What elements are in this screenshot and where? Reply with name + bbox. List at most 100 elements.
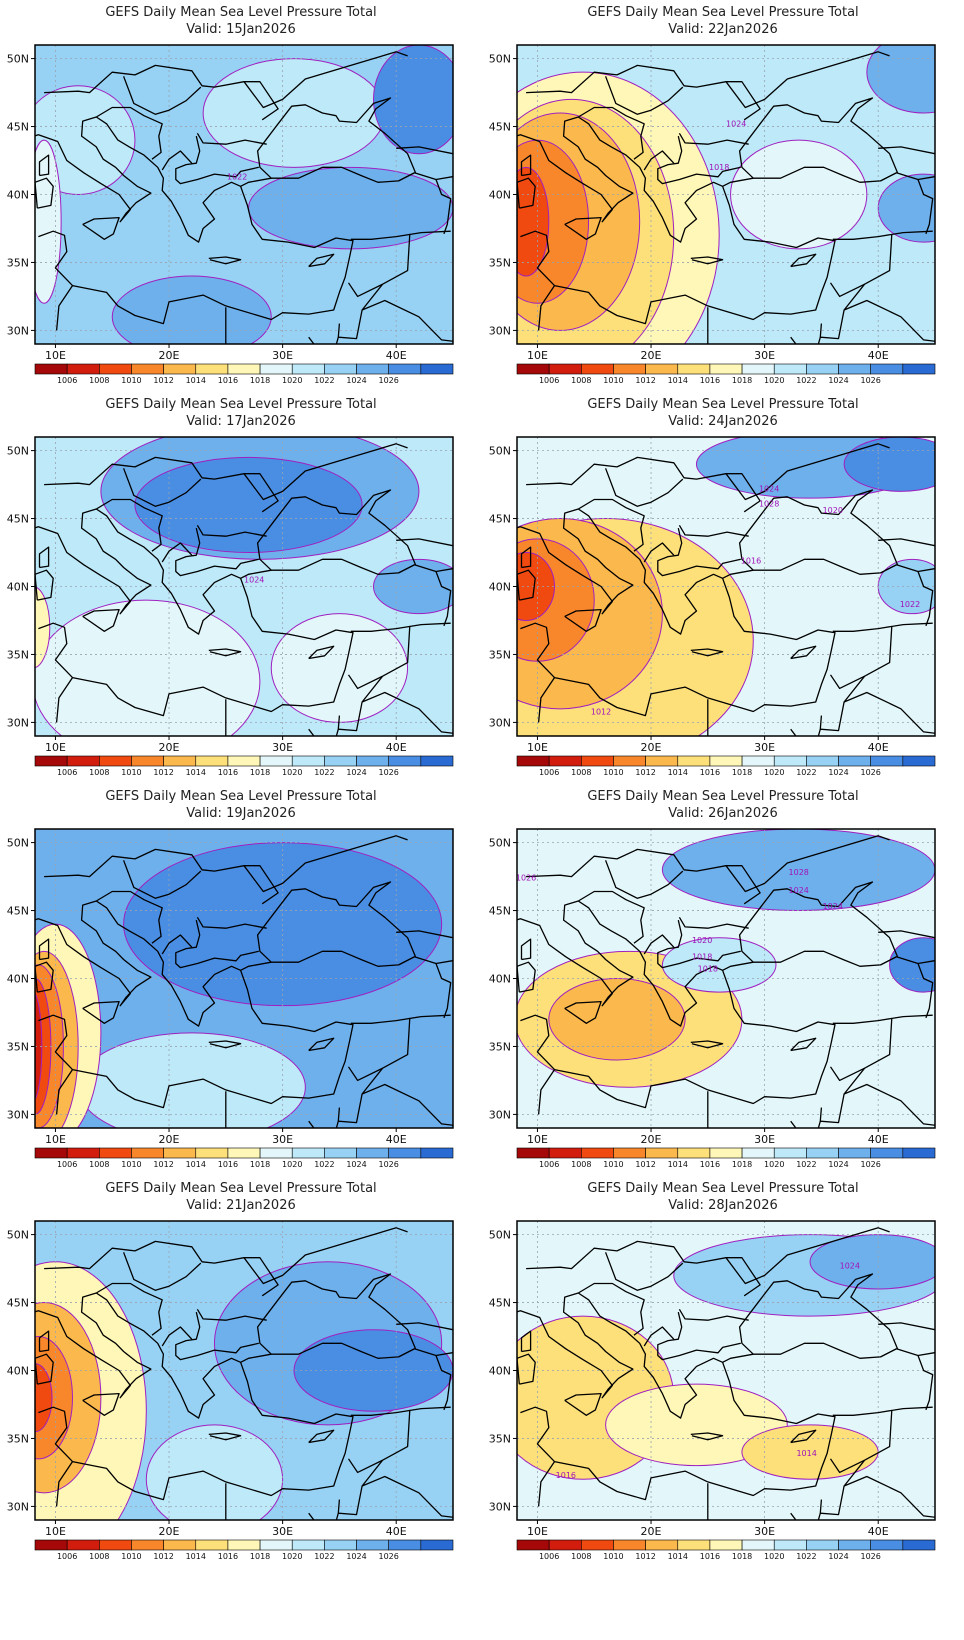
coastline: [954, 127, 964, 195]
coastline: [308, 253, 335, 268]
colorbar-swatch: [806, 363, 839, 375]
panel-valid-date: Valid: 22Jan2026: [668, 22, 778, 37]
colorbar-label: 1026: [861, 1160, 881, 1169]
coastline: [520, 1362, 836, 1501]
coastline: [38, 1330, 50, 1353]
colorbar-swatch: [259, 1539, 293, 1551]
country-border: [917, 1355, 934, 1411]
colorbar-label: 1024: [346, 1160, 366, 1169]
colorbar-label: 1006: [57, 376, 77, 385]
lat-label: 40N: [489, 581, 511, 594]
country-border: [725, 1227, 890, 1285]
pressure-region-1020: [77, 1032, 306, 1128]
coastline: [690, 1040, 724, 1049]
colorbar-swatch: [838, 1147, 871, 1159]
country-border: [678, 916, 749, 929]
map-panel-19jan2026: GEFS Daily Mean Sea Level Pressure Total…: [0, 784, 482, 1194]
country-border: [350, 230, 451, 240]
coastline: [82, 1392, 120, 1416]
country-border: [820, 701, 845, 732]
colorbar-label: 1026: [861, 376, 881, 385]
colorbar-label: 1018: [732, 768, 752, 777]
colorbar-label: 1008: [571, 376, 591, 385]
colorbar-label: 1022: [796, 376, 816, 385]
colorbar-swatch: [388, 1539, 422, 1551]
colorbar-swatch: [613, 755, 646, 767]
colorbar-swatch: [548, 363, 582, 375]
lon-label: 10E: [527, 349, 548, 362]
pressure-region-1026: [889, 937, 935, 993]
pressure-map: 50N 45N 40N 35N 30N 10E 20E 30E 40E 1006 1008 1010 1…: [7, 828, 454, 1169]
colorbar-swatch: [99, 363, 132, 375]
colorbar-label: 1008: [571, 1552, 591, 1561]
coastline: [38, 546, 50, 569]
colorbar-label: 1024: [346, 768, 366, 777]
lon-label: 10E: [45, 1133, 66, 1146]
country-border: [361, 675, 453, 734]
lat-label: 40N: [7, 581, 29, 594]
coastline: [95, 97, 417, 243]
colorbar-swatch: [516, 755, 550, 767]
colorbar-swatch: [870, 363, 904, 375]
colorbar-swatch: [195, 1539, 229, 1551]
colorbar-swatch: [613, 1539, 646, 1551]
country-border: [44, 64, 279, 121]
colorbar-swatch: [548, 1147, 582, 1159]
panel-title: GEFS Daily Mean Sea Level Pressure Total: [105, 5, 377, 20]
pressure-map: 1024 50N 45N 40N 35N 30N 10E 20E 30E 40E 1006 1008 1…: [7, 436, 454, 777]
map-panel-21jan2026: GEFS Daily Mean Sea Level Pressure Total…: [0, 1176, 482, 1586]
colorbar-swatch: [709, 1539, 743, 1551]
contour-label: 1014: [796, 1449, 816, 1458]
coastline: [564, 608, 602, 632]
colorbar-label: 1026: [379, 768, 399, 777]
lon-label: 20E: [641, 349, 662, 362]
colorbar-swatch: [195, 755, 229, 767]
lon-label: 40E: [868, 349, 889, 362]
contour-label: 1018: [698, 965, 718, 974]
lat-label: 40N: [7, 1365, 29, 1378]
pressure-region-1024: [111, 275, 272, 344]
colorbar-swatch: [677, 363, 711, 375]
coastline: [308, 1107, 341, 1128]
pressure-region-1026: [134, 456, 363, 554]
pressure-region-1024: [877, 173, 935, 243]
country-border: [643, 542, 675, 563]
pressure-region-1024: [866, 45, 935, 114]
colorbar-label: 1008: [89, 376, 109, 385]
coastline: [35, 508, 152, 615]
colorbar-swatch: [741, 1539, 775, 1551]
colorbar-swatch: [324, 755, 357, 767]
pressure-map: 1022 50N 45N 40N 35N 30N 10E 20E 30E 40E 1006 1008 1…: [7, 44, 454, 385]
colorbar-swatch: [99, 755, 132, 767]
lat-label: 50N: [7, 1229, 29, 1242]
country-border: [604, 860, 684, 899]
colorbar-label: 1018: [250, 768, 270, 777]
coastline: [954, 519, 964, 587]
coastline: [308, 1499, 341, 1520]
country-border: [347, 1017, 411, 1082]
lat-label: 30N: [489, 1108, 511, 1121]
lat-label: 50N: [7, 837, 29, 850]
country-border: [396, 538, 453, 574]
pressure-region-1020: [202, 58, 386, 168]
colorbar-label: 1020: [764, 1160, 784, 1169]
colorbar-swatch: [773, 1539, 807, 1551]
colorbar-label: 1024: [346, 1552, 366, 1561]
country-border: [643, 934, 675, 955]
coastline: [564, 1000, 602, 1024]
coastline: [520, 938, 532, 961]
colorbar-swatch: [741, 1147, 775, 1159]
country-border: [361, 283, 453, 342]
colorbar-swatch: [548, 755, 582, 767]
colorbar-swatch: [34, 1539, 68, 1551]
lon-label: 20E: [641, 1525, 662, 1538]
panel-title: GEFS Daily Mean Sea Level Pressure Total: [105, 789, 377, 804]
colorbar-label: 1006: [57, 768, 77, 777]
colorbar-label: 1018: [732, 1552, 752, 1561]
country-border: [526, 64, 761, 121]
colorbar-label: 1026: [379, 1160, 399, 1169]
lat-label: 35N: [7, 256, 29, 269]
panel-valid-date: Valid: 19Jan2026: [186, 806, 296, 821]
contour-label: 1024: [726, 120, 746, 129]
lat-label: 45N: [489, 513, 511, 526]
